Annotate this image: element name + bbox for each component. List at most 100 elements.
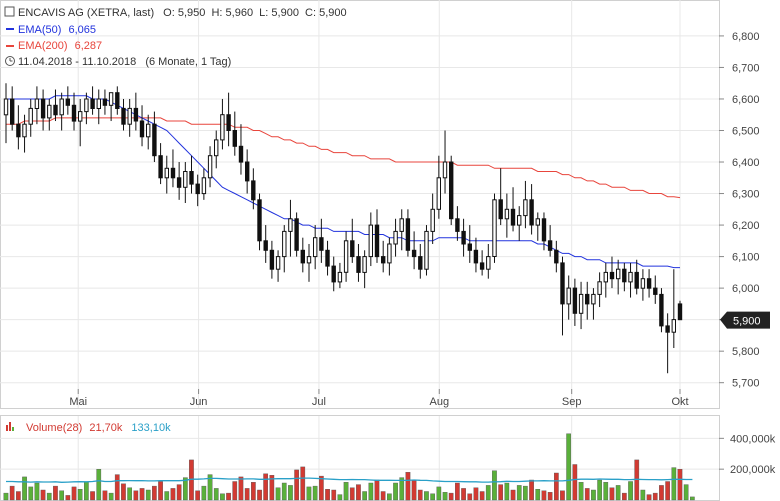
volume-value-1: 21,70k xyxy=(89,422,123,434)
volume-bar xyxy=(393,482,398,501)
ema200-swatch xyxy=(6,45,14,47)
candle-body-down xyxy=(572,287,578,314)
candle xyxy=(449,155,454,226)
candle xyxy=(356,243,361,282)
candle-body-down xyxy=(677,303,683,321)
candle xyxy=(65,86,70,115)
volume-bar xyxy=(584,488,590,501)
volume-label: Volume(28) xyxy=(26,422,82,434)
candle xyxy=(430,193,435,244)
candle-body-down xyxy=(455,218,460,232)
volume-tick-label: 400,000k xyxy=(730,433,776,445)
candle-body-down xyxy=(418,256,423,270)
volume-bar xyxy=(387,493,392,501)
month-label: Sep xyxy=(562,396,582,408)
volume-bar xyxy=(442,492,448,501)
volume-bar xyxy=(473,487,479,501)
price-tick-label: 6,000 xyxy=(732,283,760,295)
candle-body-down xyxy=(176,177,182,188)
volume-bar xyxy=(411,479,417,501)
candle-body-down xyxy=(115,92,120,109)
candle-body-up xyxy=(59,98,64,116)
volume-bar xyxy=(250,482,256,501)
candle-body-down xyxy=(195,183,200,195)
chart-header: ENCAVIS AG (XETRA, last) O: 5,950 H: 5,9… xyxy=(4,6,347,68)
price-tick-label: 6,500 xyxy=(732,125,760,137)
candle-body-up xyxy=(313,237,318,258)
volume-bar xyxy=(288,485,293,501)
candle-body-up xyxy=(146,123,151,138)
volume-bar xyxy=(176,484,182,501)
candle-body-down xyxy=(381,256,386,264)
candle xyxy=(251,168,256,210)
candle xyxy=(436,155,442,219)
candle-body-down xyxy=(473,249,479,264)
volume-bar xyxy=(232,481,238,501)
volume-bar xyxy=(523,485,528,501)
candle-body-down xyxy=(90,98,95,109)
candle-body-down xyxy=(449,161,454,220)
candle-body-up xyxy=(28,107,33,125)
price-tick-label: 6,300 xyxy=(732,189,760,201)
last-price-marker: 5,900 xyxy=(720,311,770,329)
candle-body-up xyxy=(96,98,101,109)
candle-body-down xyxy=(350,240,355,258)
month-label: Jul xyxy=(312,396,326,408)
volume-bar xyxy=(71,486,77,501)
candle xyxy=(108,92,114,122)
candle xyxy=(554,240,559,273)
price-tick-label: 6,600 xyxy=(732,94,760,106)
candle-body-down xyxy=(356,256,361,273)
candle xyxy=(486,243,491,279)
candle xyxy=(455,206,460,241)
candle-body-down xyxy=(269,249,275,270)
candle-body-up xyxy=(306,256,312,264)
ema200-legend: EMA(200) 6,287 xyxy=(18,40,102,52)
candle xyxy=(405,209,411,257)
volume-bar xyxy=(516,485,522,501)
candle xyxy=(498,168,503,226)
candle-body-up xyxy=(671,319,676,333)
candle-body-up xyxy=(387,243,392,264)
candle xyxy=(560,256,565,336)
candle-body-down xyxy=(665,325,670,333)
candle-body-up xyxy=(486,256,491,270)
candle-body-up xyxy=(393,230,398,245)
candle-body-up xyxy=(84,98,89,113)
candle xyxy=(350,218,355,263)
candle xyxy=(121,98,126,131)
candle xyxy=(201,168,207,200)
volume-icon-bar xyxy=(9,422,11,431)
volume-value-2: 133,10k xyxy=(131,422,171,434)
candle-body-up xyxy=(436,177,442,210)
volume-bar xyxy=(560,490,565,501)
candle-body-up xyxy=(616,268,621,280)
candle xyxy=(659,288,664,333)
candle-body-up xyxy=(442,161,448,179)
candle xyxy=(671,269,676,349)
volume-bar xyxy=(399,477,405,501)
candle xyxy=(374,209,380,263)
candle-body-up xyxy=(368,224,374,258)
candle xyxy=(53,89,58,122)
candle xyxy=(578,281,584,330)
volume-bar xyxy=(665,481,671,501)
candle-body-down xyxy=(65,98,70,106)
candle xyxy=(387,237,392,276)
candle-body-up xyxy=(214,139,219,157)
volume-bar xyxy=(467,493,473,501)
candle-body-down xyxy=(659,293,664,327)
candle xyxy=(609,256,615,289)
candle-body-up xyxy=(640,278,646,289)
candle xyxy=(176,162,182,200)
candle xyxy=(399,209,404,251)
candle xyxy=(59,92,64,131)
candle-body-up xyxy=(430,208,435,232)
header-line-1: ENCAVIS AG (XETRA, last) O: 5,950 H: 5,9… xyxy=(18,7,347,19)
volume-bar xyxy=(535,489,541,501)
symbol-menu-icon[interactable] xyxy=(4,6,15,17)
candle xyxy=(22,114,27,153)
candle xyxy=(115,86,120,115)
volume-bar xyxy=(448,492,454,501)
candle xyxy=(616,259,621,295)
